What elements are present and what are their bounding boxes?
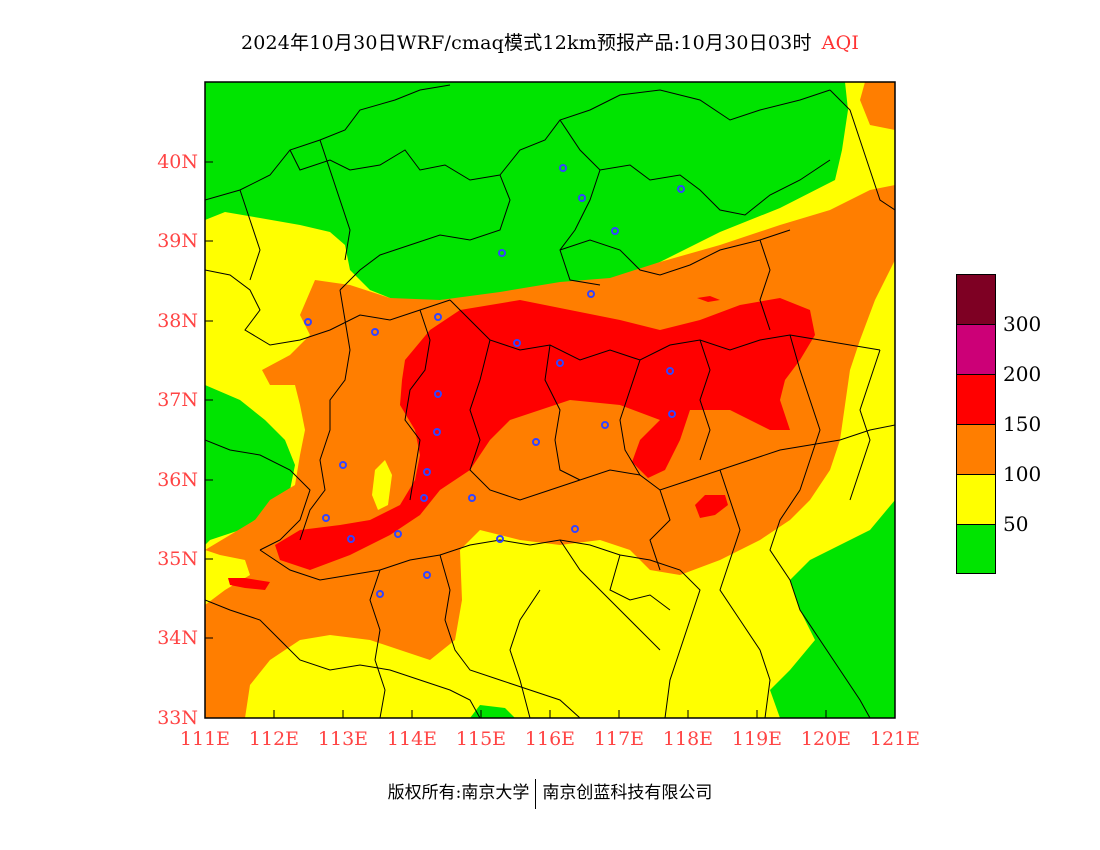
station-marker [513,339,521,347]
station-markers [304,164,685,598]
aqi-red-blob-southwest [228,578,270,590]
lat-label: 33N [157,707,198,729]
station-marker [433,428,441,436]
lon-label: 113E [317,728,369,750]
station-marker [496,535,504,543]
aqi-green-north [205,82,848,302]
station-marker [556,359,564,367]
station-marker [601,421,609,429]
station-marker [376,590,384,598]
aqi-red-region [275,298,815,570]
legend-swatch-150-200 [956,374,996,424]
lat-label: 35N [157,548,198,570]
station-marker [304,318,312,326]
station-marker [394,530,402,538]
lat-label: 39N [157,230,198,252]
legend-swatch-200-300 [956,324,996,374]
aqi-green-southeast [770,500,895,718]
copyright-footer: 版权所有:南京大学 南京创蓝科技有限公司 [0,778,1100,809]
legend-swatch-300-plus [956,274,996,324]
lat-label: 38N [157,310,198,332]
aqi-orange-northeast [860,82,895,130]
title-variable: AQI [821,32,860,54]
aqi-legend [956,274,996,574]
legend-label: 200 [1003,362,1042,386]
footer-divider [535,778,537,809]
lat-label: 34N [157,627,198,649]
legend-label: 300 [1003,312,1042,336]
lon-label: 115E [455,728,507,750]
station-marker [668,410,676,418]
station-marker [423,571,431,579]
legend-label: 100 [1003,462,1042,486]
legend-label: 50 [1003,512,1029,536]
aqi-red-blob-tiny [697,296,720,302]
station-marker [339,461,347,469]
copyright-text: 版权所有:南京大学 [387,783,530,803]
aqi-contour-fill [205,82,895,718]
lon-label: 111E [179,728,231,750]
lon-label: 119E [731,728,783,750]
map-title: 2024年10月30日WRF/cmaq模式12km预报产品:10月30日03时 A… [0,28,1100,55]
legend-swatch-0-50 [956,524,996,574]
station-marker [434,313,442,321]
lat-label: 37N [157,389,198,411]
station-marker [571,525,579,533]
lon-label: 116E [524,728,576,750]
station-marker [677,185,685,193]
title-text: 2024年10月30日WRF/cmaq模式12km预报产品:10月30日03时 [240,32,812,54]
axis-ticks [204,161,896,718]
lat-label: 40N [157,151,198,173]
legend-swatch-100-150 [956,424,996,474]
legend-label: 150 [1003,412,1042,436]
station-marker [578,194,586,202]
station-marker [423,468,431,476]
station-marker [498,249,506,257]
aqi-yellow-hole [372,460,392,510]
lon-label: 118E [662,728,714,750]
station-marker [347,535,355,543]
station-marker [559,164,567,172]
lon-label: 121E [869,728,921,750]
legend-swatch-50-100 [956,474,996,524]
lon-label: 114E [386,728,438,750]
aqi-red-blob-east [695,495,728,518]
station-marker [468,494,476,502]
station-marker [532,438,540,446]
station-marker [611,227,619,235]
company-text: 南京创蓝科技有限公司 [542,783,713,803]
admin-boundaries [205,84,895,718]
lon-label: 120E [800,728,852,750]
lon-label: 112E [248,728,300,750]
station-marker [322,514,330,522]
station-marker [666,367,674,375]
station-marker [587,290,595,298]
station-marker [434,390,442,398]
lat-label: 36N [157,469,198,491]
station-marker [371,328,379,336]
lon-label: 117E [593,728,645,750]
station-marker [420,494,428,502]
